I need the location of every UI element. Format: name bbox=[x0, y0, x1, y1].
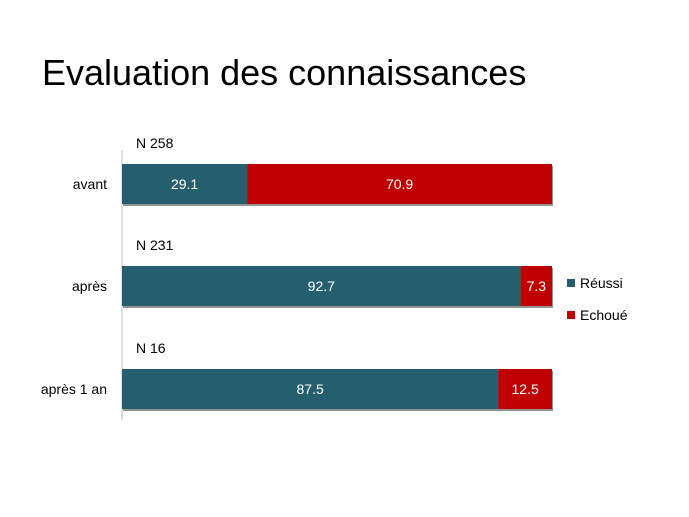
legend-label: Echoué bbox=[580, 307, 628, 323]
legend-swatch bbox=[567, 279, 575, 287]
chart-title: Evaluation des connaissances bbox=[42, 52, 527, 93]
sample-size-label: N 231 bbox=[136, 237, 174, 253]
category-label: avant bbox=[73, 176, 107, 192]
category-label: après bbox=[72, 278, 107, 294]
data-label: 87.5 bbox=[297, 381, 324, 397]
bar-segment-reussi bbox=[122, 369, 499, 409]
data-label: 29.1 bbox=[171, 176, 198, 192]
bar-segment-reussi bbox=[122, 164, 248, 204]
data-label: 92.7 bbox=[308, 278, 335, 294]
bar-segment-echoue bbox=[247, 164, 552, 204]
category-label: après 1 an bbox=[41, 381, 107, 397]
data-label: 12.5 bbox=[512, 381, 539, 397]
data-label: 7.3 bbox=[527, 278, 547, 294]
data-label: 70.9 bbox=[386, 176, 413, 192]
bar-segment-echoue bbox=[498, 369, 552, 409]
bar-segment-echoue bbox=[520, 266, 552, 306]
legend-label: Réussi bbox=[580, 275, 623, 291]
legend-swatch bbox=[567, 311, 575, 319]
sample-size-label: N 258 bbox=[136, 135, 174, 151]
sample-size-label: N 16 bbox=[136, 340, 166, 356]
bar-segment-reussi bbox=[122, 266, 521, 306]
